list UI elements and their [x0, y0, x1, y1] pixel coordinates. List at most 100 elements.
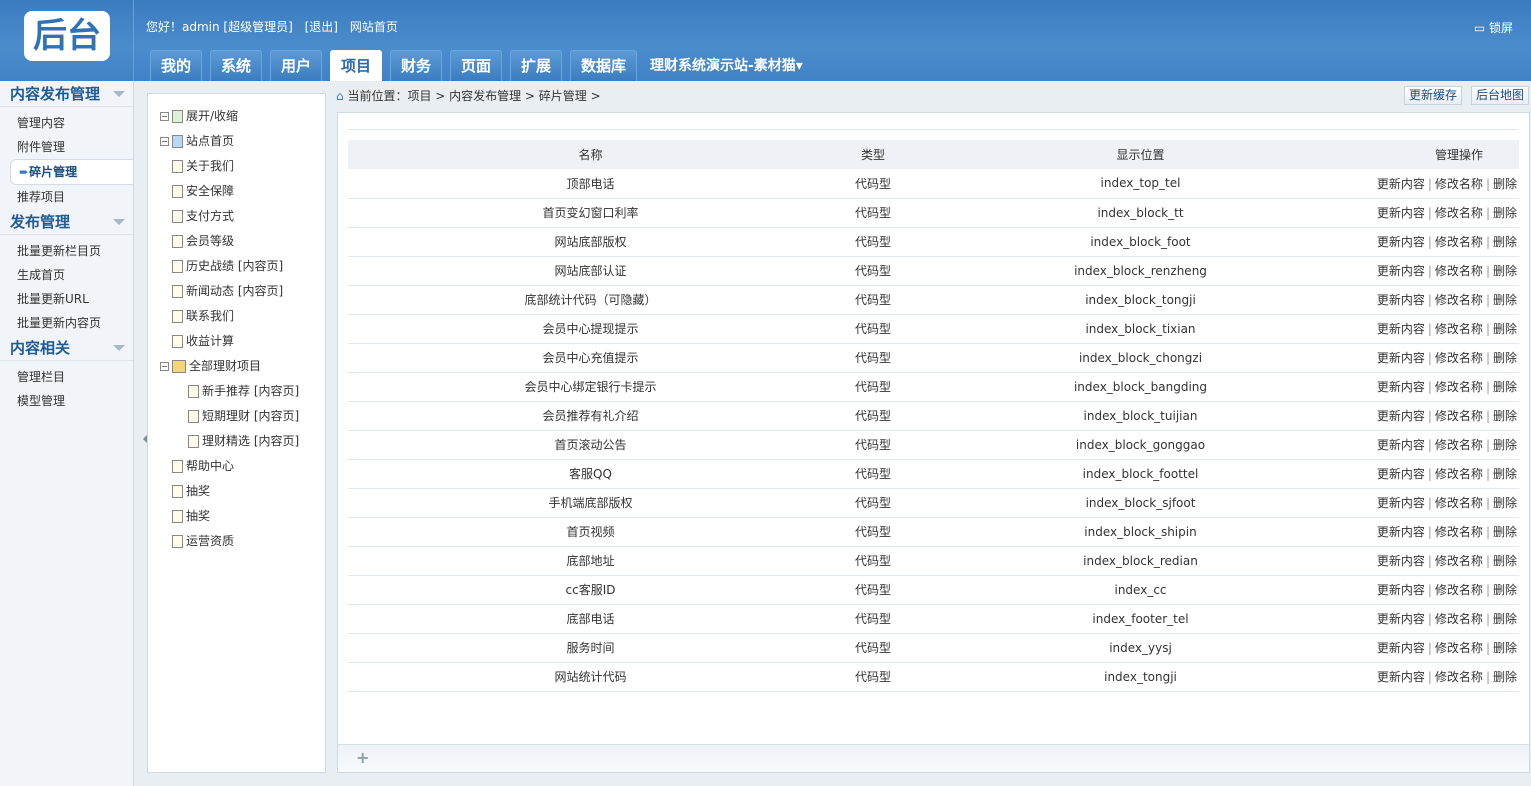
delete-link[interactable]: 删除 — [1492, 496, 1517, 510]
rename-link[interactable]: 修改名称 — [1434, 641, 1483, 655]
sidebar-item[interactable]: 批量更新内容页 — [0, 311, 133, 335]
delete-link[interactable]: 删除 — [1492, 380, 1517, 394]
rename-link[interactable]: 修改名称 — [1434, 438, 1483, 452]
delete-link[interactable]: 删除 — [1492, 351, 1517, 365]
site-selector[interactable]: 理财系统演示站-素材猫▾ — [650, 58, 803, 74]
sidebar-item[interactable]: 推荐项目 — [0, 185, 133, 209]
rename-link[interactable]: 修改名称 — [1434, 554, 1483, 568]
update-content-link[interactable]: 更新内容 — [1376, 496, 1425, 510]
tab-3[interactable]: 项目 — [330, 50, 383, 81]
delete-link[interactable]: 删除 — [1492, 206, 1517, 220]
rename-link[interactable]: 修改名称 — [1434, 264, 1483, 278]
sidebar-section-title[interactable]: 内容发布管理 — [0, 81, 133, 107]
tab-5[interactable]: 页面 — [450, 50, 503, 81]
sidebar-item[interactable]: 管理内容 — [0, 111, 133, 135]
rename-link[interactable]: 修改名称 — [1434, 293, 1483, 307]
rename-link[interactable]: 修改名称 — [1434, 612, 1483, 626]
rename-link[interactable]: 修改名称 — [1434, 351, 1483, 365]
tree-toggle[interactable]: − 展开/收缩 — [160, 104, 325, 129]
rename-link[interactable]: 修改名称 — [1434, 206, 1483, 220]
tree-node[interactable]: − 站点首页 — [160, 129, 325, 154]
rename-link[interactable]: 修改名称 — [1434, 380, 1483, 394]
delete-link[interactable]: 删除 — [1492, 176, 1517, 191]
rename-link[interactable]: 修改名称 — [1434, 467, 1483, 481]
delete-link[interactable]: 删除 — [1492, 670, 1517, 684]
update-content-link[interactable]: 更新内容 — [1376, 525, 1425, 539]
site-home-link[interactable]: 网站首页 — [349, 20, 398, 34]
rename-link[interactable]: 修改名称 — [1434, 670, 1483, 684]
tree-node[interactable]: 支付方式 — [160, 204, 325, 229]
update-content-link[interactable]: 更新内容 — [1376, 467, 1425, 481]
sidebar-item[interactable]: ➨碎片管理 — [10, 159, 133, 185]
update-content-link[interactable]: 更新内容 — [1376, 322, 1425, 336]
delete-link[interactable]: 删除 — [1492, 525, 1517, 539]
delete-link[interactable]: 删除 — [1492, 322, 1517, 336]
sidebar-item[interactable]: 批量更新URL — [0, 287, 133, 311]
site-map-button[interactable]: 后台地图 — [1471, 86, 1530, 105]
update-content-link[interactable]: 更新内容 — [1376, 293, 1425, 307]
sidebar-item[interactable]: 生成首页 — [0, 263, 133, 287]
refresh-cache-button[interactable]: 更新缓存 — [1404, 86, 1463, 105]
collapse-sidebar-icon[interactable] — [138, 434, 148, 444]
tree-node[interactable]: 新手推荐 [内容页] — [160, 379, 325, 404]
update-content-link[interactable]: 更新内容 — [1376, 438, 1425, 452]
tree-node[interactable]: 运营资质 — [160, 529, 325, 554]
update-content-link[interactable]: 更新内容 — [1376, 409, 1425, 423]
delete-link[interactable]: 删除 — [1492, 612, 1517, 626]
tab-7[interactable]: 数据库 — [570, 50, 638, 81]
tree-node[interactable]: 关于我们 — [160, 154, 325, 179]
delete-link[interactable]: 删除 — [1492, 641, 1517, 655]
update-content-link[interactable]: 更新内容 — [1376, 554, 1425, 568]
update-content-link[interactable]: 更新内容 — [1376, 612, 1425, 626]
tree-node[interactable]: 新闻动态 [内容页] — [160, 279, 325, 304]
tree-node[interactable]: 抽奖 — [160, 504, 325, 529]
tab-6[interactable]: 扩展 — [510, 50, 563, 81]
delete-link[interactable]: 删除 — [1492, 554, 1517, 568]
lock-screen-button[interactable]: ▭ 锁屏 — [1474, 19, 1513, 36]
delete-link[interactable]: 删除 — [1492, 293, 1517, 307]
sidebar-item[interactable]: 模型管理 — [0, 389, 133, 413]
tab-4[interactable]: 财务 — [390, 50, 443, 81]
sidebar-section-title[interactable]: 内容相关 — [0, 335, 133, 361]
delete-link[interactable]: 删除 — [1492, 264, 1517, 278]
tree-node[interactable]: 安全保障 — [160, 179, 325, 204]
delete-link[interactable]: 删除 — [1492, 409, 1517, 423]
update-content-link[interactable]: 更新内容 — [1376, 380, 1425, 394]
logout-link[interactable]: [退出] — [304, 20, 338, 34]
tree-node[interactable]: 短期理财 [内容页] — [160, 404, 325, 429]
update-content-link[interactable]: 更新内容 — [1376, 351, 1425, 365]
tree-node[interactable]: 理财精选 [内容页] — [160, 429, 325, 454]
add-icon[interactable]: + — [356, 748, 370, 767]
sidebar-item[interactable]: 附件管理 — [0, 135, 133, 159]
rename-link[interactable]: 修改名称 — [1434, 496, 1483, 510]
update-content-link[interactable]: 更新内容 — [1376, 264, 1425, 278]
sidebar-item[interactable]: 批量更新栏目页 — [0, 239, 133, 263]
rename-link[interactable]: 修改名称 — [1434, 322, 1483, 336]
update-content-link[interactable]: 更新内容 — [1376, 206, 1425, 220]
tree-node[interactable]: 历史战绩 [内容页] — [160, 254, 325, 279]
delete-link[interactable]: 删除 — [1492, 467, 1517, 481]
tab-1[interactable]: 系统 — [210, 50, 263, 81]
sidebar-item[interactable]: 管理栏目 — [0, 365, 133, 389]
tree-node[interactable]: 帮助中心 — [160, 454, 325, 479]
rename-link[interactable]: 修改名称 — [1434, 409, 1483, 423]
tree-node[interactable]: 联系我们 — [160, 304, 325, 329]
rename-link[interactable]: 修改名称 — [1434, 235, 1483, 249]
rename-link[interactable]: 修改名称 — [1434, 583, 1483, 597]
update-content-link[interactable]: 更新内容 — [1376, 235, 1425, 249]
tree-node[interactable]: 收益计算 — [160, 329, 325, 354]
sidebar-section-title[interactable]: 发布管理 — [0, 209, 133, 235]
tree-node[interactable]: 会员等级 — [160, 229, 325, 254]
tree-node[interactable]: − 全部理财项目 — [160, 354, 325, 379]
update-content-link[interactable]: 更新内容 — [1376, 641, 1425, 655]
delete-link[interactable]: 删除 — [1492, 583, 1517, 597]
delete-link[interactable]: 删除 — [1492, 438, 1517, 452]
rename-link[interactable]: 修改名称 — [1434, 176, 1483, 191]
tab-2[interactable]: 用户 — [270, 50, 323, 81]
tab-0[interactable]: 我的 — [150, 50, 203, 81]
tree-node[interactable]: 抽奖 — [160, 479, 325, 504]
update-content-link[interactable]: 更新内容 — [1376, 583, 1425, 597]
update-content-link[interactable]: 更新内容 — [1376, 176, 1425, 191]
update-content-link[interactable]: 更新内容 — [1376, 670, 1425, 684]
delete-link[interactable]: 删除 — [1492, 235, 1517, 249]
